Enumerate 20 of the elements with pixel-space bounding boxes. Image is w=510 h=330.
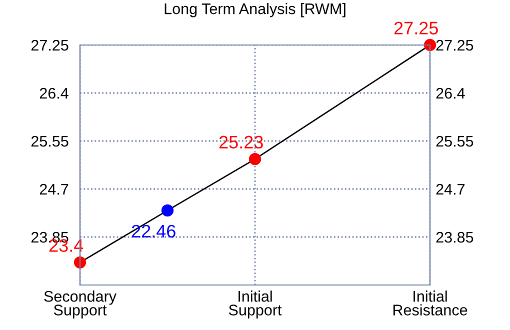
y2-tick-label: 27.25 bbox=[436, 40, 474, 51]
y-tick-label: 27.25 bbox=[31, 40, 68, 51]
point bbox=[161, 204, 174, 217]
y2-tick-label: 25.55 bbox=[436, 136, 474, 147]
chart-title: Long Term Analysis [RWM] bbox=[164, 3, 346, 18]
x-tick-label: Secondary Support bbox=[44, 290, 116, 318]
y2-tick-label: 26.4 bbox=[436, 88, 465, 99]
y2-tick-label: 24.7 bbox=[436, 184, 465, 195]
data-label: 25.23 bbox=[219, 136, 263, 149]
x-tick-label: Initial Support bbox=[228, 290, 282, 318]
y2-tick-label: 23.85 bbox=[436, 232, 474, 243]
data-label: 27.25 bbox=[394, 22, 438, 34]
y-tick-label: 25.55 bbox=[31, 136, 68, 147]
x-tick-label: Initial Resistance bbox=[393, 290, 468, 316]
point bbox=[424, 38, 436, 52]
y-tick-label: 26.4 bbox=[40, 88, 68, 99]
point bbox=[74, 256, 86, 268]
annotation: 22.46 bbox=[132, 224, 176, 238]
y-tick-label: 24.7 bbox=[40, 184, 68, 195]
point bbox=[248, 152, 262, 166]
